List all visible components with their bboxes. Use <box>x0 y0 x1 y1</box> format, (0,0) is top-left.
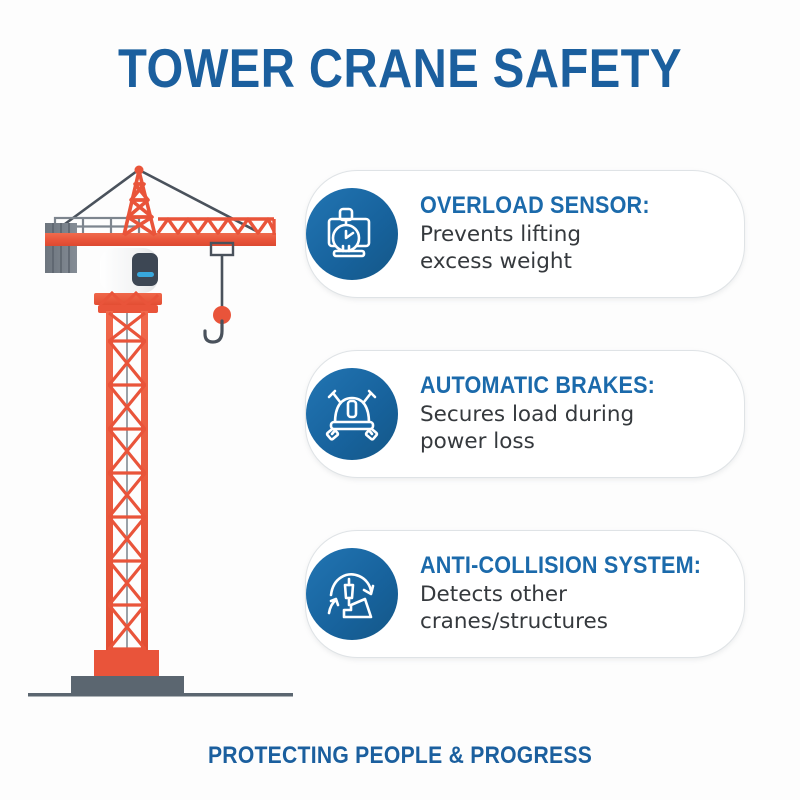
ground-slab <box>71 676 184 696</box>
operator-cab <box>100 248 158 293</box>
card-heading: AUTOMATIC BRAKES: <box>420 371 656 399</box>
jib-truss <box>156 217 276 235</box>
ground-line <box>28 693 293 697</box>
mast <box>106 311 148 651</box>
tower-crane-illustration <box>28 155 293 700</box>
feature-card-list: OVERLOAD SENSOR: Prevents lifting excess… <box>305 170 750 710</box>
hook-block <box>213 306 231 324</box>
card-body: Detects other cranes/structures <box>420 581 608 634</box>
tie-cables <box>53 169 261 235</box>
card-anti-collision[interactable]: ANTI-COLLISION SYSTEM: Detects other cra… <box>305 530 745 658</box>
cab-window-light <box>137 272 154 277</box>
counterweight <box>45 223 77 273</box>
footer-tagline: PROTECTING PEOPLE & PROGRESS <box>207 742 593 769</box>
card-heading: ANTI-COLLISION SYSTEM: <box>420 551 702 579</box>
card-automatic-brakes[interactable]: AUTOMATIC BRAKES: Secures load during po… <box>305 350 745 478</box>
card-text-block: ANTI-COLLISION SYSTEM: Detects other cra… <box>420 553 752 636</box>
trolley-assembly <box>203 241 235 344</box>
automatic-brakes-icon <box>306 368 398 460</box>
slewing-platform <box>94 290 162 313</box>
apex-cap <box>134 165 144 175</box>
card-body: Secures load during power loss <box>420 401 635 454</box>
overload-sensor-icon <box>306 188 398 280</box>
hook <box>203 319 224 344</box>
anti-collision-icon <box>306 548 398 640</box>
card-heading: OVERLOAD SENSOR: <box>420 191 650 219</box>
page-title: TOWER CRANE SAFETY <box>118 37 682 99</box>
card-text-block: OVERLOAD SENSOR: Prevents lifting excess… <box>420 193 695 276</box>
card-text-block: AUTOMATIC BRAKES: Secures load during po… <box>420 373 701 456</box>
jib-main-band <box>45 233 276 246</box>
base-block <box>94 650 159 678</box>
card-body: Prevents lifting excess weight <box>420 221 582 274</box>
a-frame-apex <box>122 170 157 237</box>
card-overload-sensor[interactable]: OVERLOAD SENSOR: Prevents lifting excess… <box>305 170 745 298</box>
